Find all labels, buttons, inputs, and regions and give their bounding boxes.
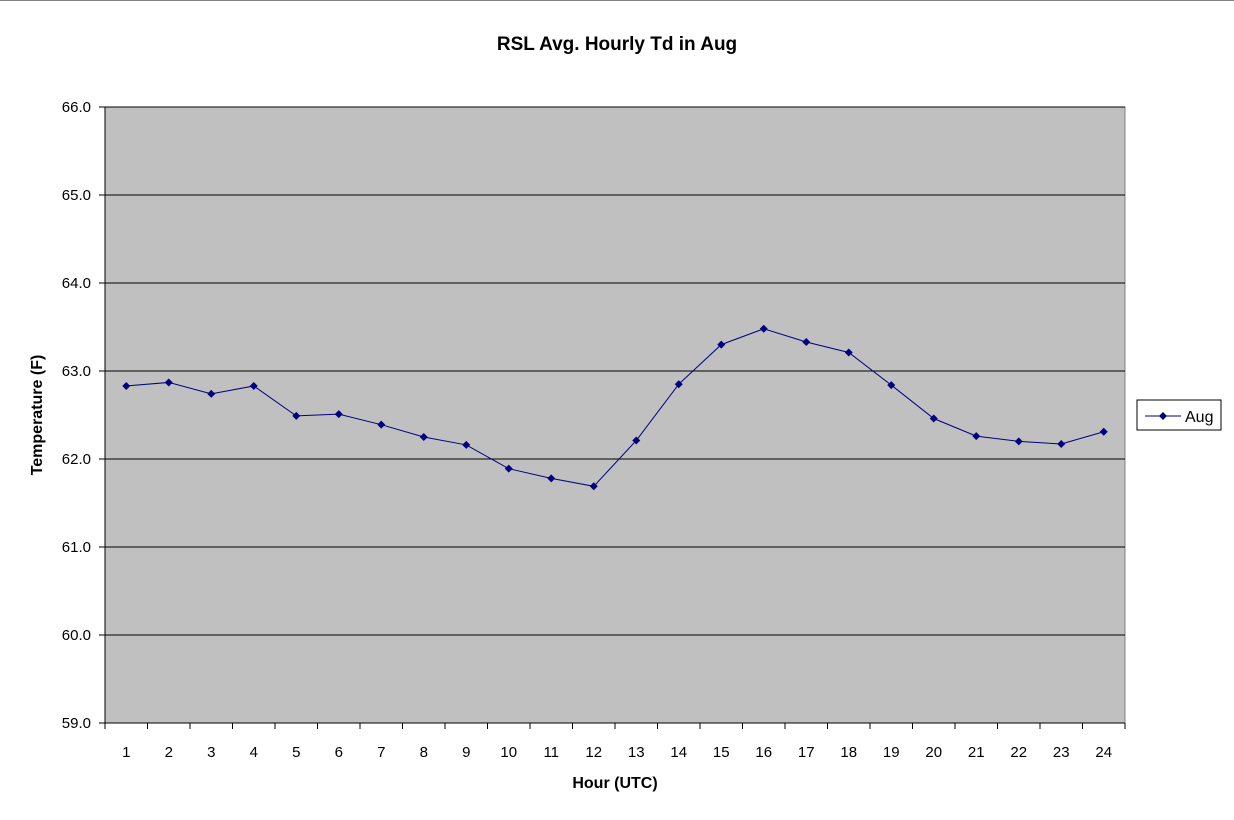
y-tick-label: 64.0 bbox=[62, 275, 91, 292]
series-aug bbox=[122, 324, 1108, 491]
data-point bbox=[717, 340, 726, 349]
x-tick-label: 4 bbox=[250, 744, 258, 761]
legend-label-aug: Aug bbox=[1185, 409, 1213, 426]
x-tick-label: 7 bbox=[377, 744, 385, 761]
data-point bbox=[589, 482, 598, 491]
x-tick-label: 13 bbox=[628, 744, 645, 761]
data-point bbox=[972, 432, 981, 441]
data-point bbox=[802, 337, 811, 346]
data-point bbox=[547, 474, 556, 483]
x-tick-label: 18 bbox=[840, 744, 857, 761]
data-point bbox=[674, 380, 683, 389]
x-tick-label: 8 bbox=[420, 744, 428, 761]
legend-marker bbox=[1159, 412, 1167, 420]
y-axis-ticks: 59.0 60.0 61.0 62.0 63.0 64.0 65.0 66.0 bbox=[62, 99, 105, 732]
data-point bbox=[844, 348, 853, 357]
x-tick-label: 16 bbox=[755, 744, 772, 761]
data-point bbox=[1057, 440, 1066, 449]
y-tick-label: 60.0 bbox=[62, 627, 91, 644]
data-point bbox=[334, 410, 343, 419]
x-tick-label: 24 bbox=[1095, 744, 1112, 761]
x-tick-label: 22 bbox=[1010, 744, 1027, 761]
data-point bbox=[759, 324, 768, 333]
y-tick-label: 63.0 bbox=[62, 363, 91, 380]
y-tick-label: 59.0 bbox=[62, 715, 91, 732]
legend: Aug bbox=[1136, 399, 1222, 431]
data-point bbox=[632, 436, 641, 445]
data-point bbox=[462, 440, 471, 449]
x-tick-label: 10 bbox=[500, 744, 517, 761]
x-tick-label: 14 bbox=[670, 744, 687, 761]
data-point bbox=[377, 420, 386, 429]
x-tick-label: 9 bbox=[462, 744, 470, 761]
x-tick-label: 20 bbox=[925, 744, 942, 761]
x-tick-label: 11 bbox=[543, 744, 559, 761]
x-axis-title: Hour (UTC) bbox=[572, 775, 657, 792]
plot-area bbox=[104, 106, 1126, 724]
series-line bbox=[126, 328, 1104, 487]
x-tick-label: 19 bbox=[883, 744, 900, 761]
data-point bbox=[887, 381, 896, 390]
y-tick-label: 65.0 bbox=[62, 187, 91, 204]
data-point bbox=[504, 464, 513, 473]
data-point bbox=[929, 414, 938, 423]
data-point bbox=[207, 389, 216, 398]
x-tick-label: 2 bbox=[165, 744, 173, 761]
x-tick-label: 12 bbox=[585, 744, 602, 761]
data-point bbox=[419, 433, 428, 441]
x-axis-ticks: 1 2 3 4 5 6 7 8 9 10 11 12 13 14 15 16 17 18 19 20 21 22 23 24 bbox=[104, 723, 1126, 761]
data-point bbox=[122, 381, 131, 390]
x-tick-label: 15 bbox=[713, 744, 730, 761]
data-point bbox=[164, 378, 173, 387]
data-point bbox=[249, 381, 258, 390]
data-point bbox=[1014, 437, 1023, 446]
y-tick-label: 61.0 bbox=[62, 539, 91, 556]
y-tick-label: 62.0 bbox=[62, 451, 91, 468]
gridlines bbox=[105, 106, 1125, 636]
x-tick-label: 23 bbox=[1053, 744, 1070, 761]
y-tick-label: 66.0 bbox=[62, 99, 91, 116]
x-tick-label: 21 bbox=[968, 744, 985, 761]
x-tick-label: 5 bbox=[292, 744, 300, 761]
x-tick-label: 17 bbox=[798, 744, 815, 761]
y-axis-title: Temperature (F) bbox=[29, 355, 46, 476]
chart-title: RSL Avg. Hourly Td in Aug bbox=[497, 34, 737, 55]
data-point bbox=[1099, 427, 1108, 436]
data-point bbox=[292, 411, 301, 420]
x-tick-label: 1 bbox=[122, 744, 130, 761]
x-tick-label: 3 bbox=[207, 744, 215, 761]
x-tick-label: 6 bbox=[335, 744, 343, 761]
legend-box bbox=[1136, 399, 1222, 431]
